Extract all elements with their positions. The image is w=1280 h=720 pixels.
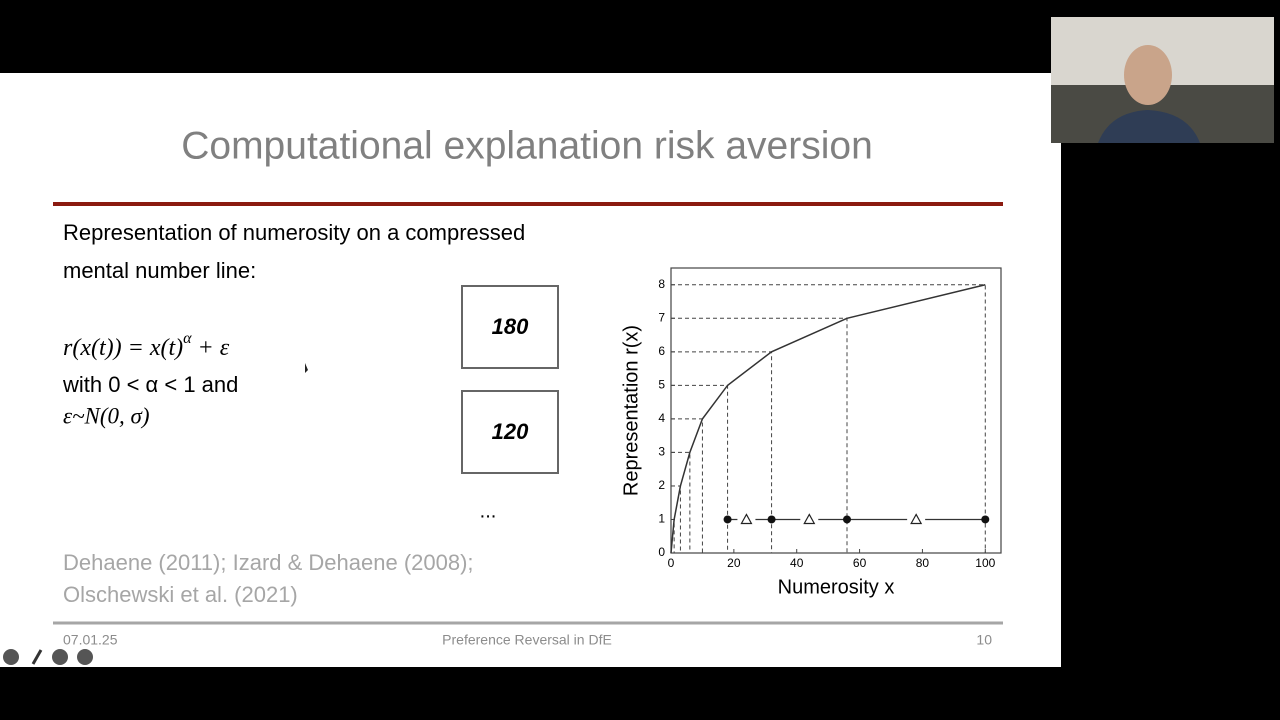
triangle-marker: [740, 513, 753, 525]
y-tick-label: 7: [658, 310, 665, 324]
y-tick-label: 2: [658, 478, 665, 492]
chart: 0 20 40 60 80 100 0 1 2 3 4 5 6 7 8 Numerosity x Represe…: [620, 267, 1002, 598]
x-tick-label: 40: [790, 556, 804, 570]
prev-button[interactable]: [3, 649, 19, 665]
x-tick-label: 80: [916, 556, 930, 570]
formula-tail: + ε: [192, 335, 230, 361]
mouse-cursor: [305, 363, 308, 373]
footer-date: 07.01.25: [63, 632, 118, 648]
dot-marker: [723, 515, 732, 524]
formula-main: r(x(t)) = x(t): [63, 335, 183, 361]
x-tick-label: 0: [668, 556, 675, 570]
webcam-face: [1124, 45, 1172, 105]
footer-page: 10: [976, 632, 992, 648]
guide-line: [671, 284, 986, 553]
curve: [670, 284, 986, 554]
webcam-body: [1098, 110, 1200, 143]
y-tick-label: 0: [658, 545, 665, 559]
dot-marker: [981, 515, 990, 524]
body-text: mental number line:: [63, 258, 256, 283]
y-tick-label: 4: [658, 411, 665, 425]
formula-line: ε~N(0, σ): [63, 403, 150, 428]
slide-controls: [3, 649, 93, 665]
formula-exponent: α: [183, 330, 192, 347]
footer-title: Preference Reversal in DfE: [442, 632, 612, 648]
formula: r(x(t)) = x(t)α + ε: [63, 330, 230, 361]
guide-line: [671, 451, 691, 553]
slide: [0, 73, 1061, 667]
dot-marker: [843, 515, 851, 524]
triangle-marker: [803, 513, 816, 525]
y-axis-label: Representation r(x): [620, 325, 642, 496]
dot-marker: [767, 515, 776, 524]
slide-title: Computational explanation risk aversion: [181, 124, 873, 167]
plot-frame: [670, 267, 1002, 554]
menu-button[interactable]: [52, 649, 68, 665]
box-number: 180: [492, 314, 529, 339]
number-box: [461, 390, 559, 474]
pen-button[interactable]: [31, 649, 43, 665]
x-axis-label: Numerosity x: [778, 576, 895, 598]
next-button[interactable]: [77, 649, 93, 665]
x-tick-label: 60: [853, 556, 867, 570]
number-box: [461, 285, 559, 369]
ellipsis: ...: [480, 500, 497, 522]
webcam: [1051, 17, 1274, 143]
y-tick-label: 5: [658, 378, 665, 392]
triangle-marker: [910, 513, 923, 525]
y-tick-label: 3: [658, 445, 665, 459]
x-tick-label: 20: [727, 556, 741, 570]
reference: Dehaene (2011); Izard & Dehaene (2008);: [63, 550, 474, 575]
box-number: 120: [492, 419, 529, 444]
x-tick-label: 100: [975, 556, 995, 570]
y-tick-label: 8: [658, 277, 665, 291]
body-text: Representation of numerosity on a compre…: [63, 220, 525, 245]
formula-line: with 0 < α < 1 and: [62, 372, 238, 397]
y-tick-label: 6: [658, 344, 665, 358]
reference: Olschewski et al. (2021): [63, 582, 298, 607]
y-tick-label: 1: [658, 512, 665, 526]
